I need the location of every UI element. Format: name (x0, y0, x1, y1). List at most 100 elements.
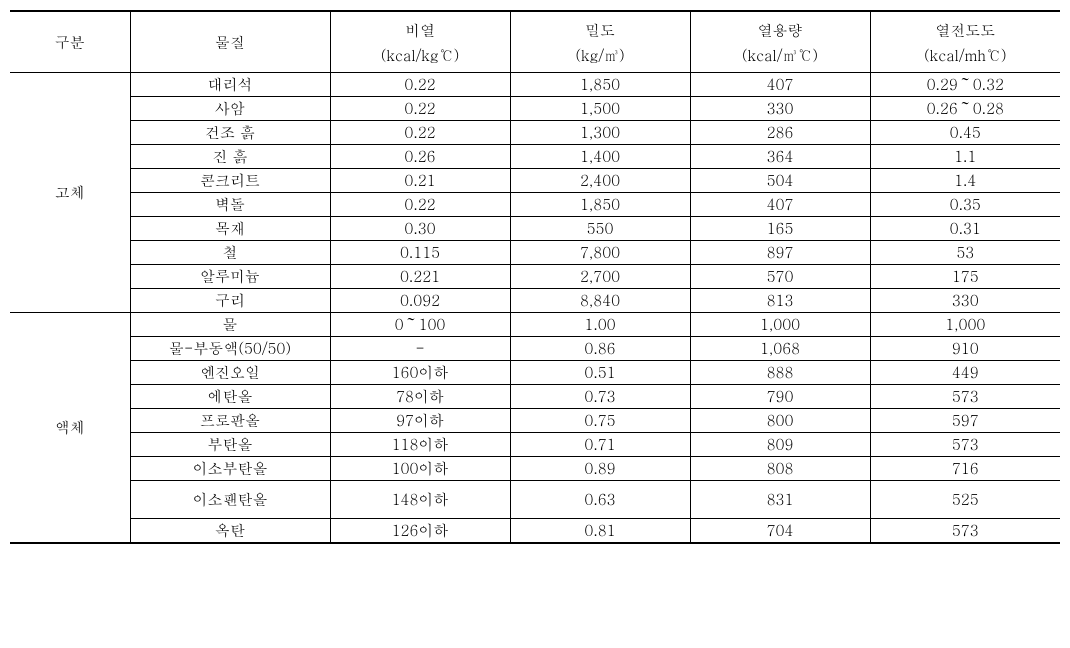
heat-capacity-cell: 897 (690, 241, 870, 265)
specific-heat-cell: - (330, 337, 510, 361)
material-cell: 엔진오일 (130, 361, 330, 385)
table-row: 건조 흙0.221,3002860.45 (10, 121, 1060, 145)
material-cell: 사암 (130, 97, 330, 121)
category-cell: 고체 (10, 73, 130, 313)
specific-heat-cell: 100이하 (330, 457, 510, 481)
material-cell: 건조 흙 (130, 121, 330, 145)
density-cell: 7,800 (510, 241, 690, 265)
header-specific-heat: 비열 (330, 11, 510, 43)
heat-capacity-cell: 888 (690, 361, 870, 385)
specific-heat-cell: 118이하 (330, 433, 510, 457)
table-row: 물-부동액(50/50)-0.861,068910 (10, 337, 1060, 361)
density-cell: 0.71 (510, 433, 690, 457)
materials-table: 구분 물질 비열 밀도 열용량 열전도도 (kcal/kg℃) (kg/㎥) (… (10, 10, 1060, 544)
density-cell: 0.51 (510, 361, 690, 385)
table-row: 철0.1157,80089753 (10, 241, 1060, 265)
thermal-conductivity-cell: 0.45 (870, 121, 1060, 145)
heat-capacity-cell: 831 (690, 481, 870, 519)
thermal-conductivity-cell: 716 (870, 457, 1060, 481)
heat-capacity-cell: 790 (690, 385, 870, 409)
density-cell: 0.86 (510, 337, 690, 361)
header-density-unit: (kg/㎥) (510, 43, 690, 73)
specific-heat-cell: 148이하 (330, 481, 510, 519)
density-cell: 1,850 (510, 73, 690, 97)
material-cell: 구리 (130, 289, 330, 313)
specific-heat-cell: 0.115 (330, 241, 510, 265)
specific-heat-cell: 0.092 (330, 289, 510, 313)
material-cell: 부탄올 (130, 433, 330, 457)
table-row: 에탄올78이하0.73790573 (10, 385, 1060, 409)
material-cell: 옥탄 (130, 519, 330, 544)
material-cell: 대리석 (130, 73, 330, 97)
header-category: 구분 (10, 11, 130, 73)
table-row: 알루미늄0.2212,700570175 (10, 265, 1060, 289)
thermal-conductivity-cell: 0.35 (870, 193, 1060, 217)
table-row: 프로판올97이하0.75800597 (10, 409, 1060, 433)
heat-capacity-cell: 286 (690, 121, 870, 145)
material-cell: 철 (130, 241, 330, 265)
thermal-conductivity-cell: 330 (870, 289, 1060, 313)
table-row: 구리0.0928,840813330 (10, 289, 1060, 313)
thermal-conductivity-cell: 53 (870, 241, 1060, 265)
material-cell: 물-부동액(50/50) (130, 337, 330, 361)
table-row: 부탄올118이하0.71809573 (10, 433, 1060, 457)
material-cell: 에탄올 (130, 385, 330, 409)
thermal-conductivity-cell: 0.29～0.32 (870, 73, 1060, 97)
header-heat-capacity: 열용량 (690, 11, 870, 43)
header-thermal-conductivity-unit: (kcal/mh℃) (870, 43, 1060, 73)
thermal-conductivity-cell: 1.1 (870, 145, 1060, 169)
heat-capacity-cell: 330 (690, 97, 870, 121)
table-row: 벽돌0.221,8504070.35 (10, 193, 1060, 217)
material-cell: 이소부탄올 (130, 457, 330, 481)
material-cell: 알루미늄 (130, 265, 330, 289)
thermal-conductivity-cell: 1,000 (870, 313, 1060, 337)
density-cell: 1.00 (510, 313, 690, 337)
header-density: 밀도 (510, 11, 690, 43)
thermal-conductivity-cell: 0.26～0.28 (870, 97, 1060, 121)
specific-heat-cell: 126이하 (330, 519, 510, 544)
density-cell: 8,840 (510, 289, 690, 313)
density-cell: 550 (510, 217, 690, 241)
specific-heat-cell: 160이하 (330, 361, 510, 385)
specific-heat-cell: 0～100 (330, 313, 510, 337)
thermal-conductivity-cell: 573 (870, 385, 1060, 409)
density-cell: 0.63 (510, 481, 690, 519)
material-cell: 콘크리트 (130, 169, 330, 193)
heat-capacity-cell: 704 (690, 519, 870, 544)
heat-capacity-cell: 165 (690, 217, 870, 241)
heat-capacity-cell: 407 (690, 193, 870, 217)
density-cell: 1,500 (510, 97, 690, 121)
thermal-conductivity-cell: 910 (870, 337, 1060, 361)
table-row: 진 흙0.261,4003641.1 (10, 145, 1060, 169)
table-body: 고체대리석0.221,8504070.29～0.32사암0.221,500330… (10, 73, 1060, 544)
density-cell: 1,850 (510, 193, 690, 217)
specific-heat-cell: 0.26 (330, 145, 510, 169)
specific-heat-cell: 0.221 (330, 265, 510, 289)
heat-capacity-cell: 1,000 (690, 313, 870, 337)
heat-capacity-cell: 800 (690, 409, 870, 433)
material-cell: 벽돌 (130, 193, 330, 217)
heat-capacity-cell: 1,068 (690, 337, 870, 361)
density-cell: 0.73 (510, 385, 690, 409)
thermal-conductivity-cell: 597 (870, 409, 1060, 433)
thermal-conductivity-cell: 573 (870, 433, 1060, 457)
specific-heat-cell: 0.30 (330, 217, 510, 241)
thermal-conductivity-cell: 0.31 (870, 217, 1060, 241)
thermal-conductivity-cell: 573 (870, 519, 1060, 544)
table-row: 콘크리트0.212,4005041.4 (10, 169, 1060, 193)
table-row: 사암0.221,5003300.26～0.28 (10, 97, 1060, 121)
specific-heat-cell: 78이하 (330, 385, 510, 409)
table-row: 이소부탄올100이하0.89808716 (10, 457, 1060, 481)
material-cell: 이소팬탄올 (130, 481, 330, 519)
density-cell: 1,400 (510, 145, 690, 169)
specific-heat-cell: 0.21 (330, 169, 510, 193)
thermal-conductivity-cell: 175 (870, 265, 1060, 289)
table-row: 액체물0～1001.001,0001,000 (10, 313, 1060, 337)
heat-capacity-cell: 809 (690, 433, 870, 457)
specific-heat-cell: 0.22 (330, 73, 510, 97)
material-cell: 프로판올 (130, 409, 330, 433)
thermal-conductivity-cell: 449 (870, 361, 1060, 385)
table-row: 이소팬탄올148이하0.63831525 (10, 481, 1060, 519)
specific-heat-cell: 0.22 (330, 121, 510, 145)
material-cell: 진 흙 (130, 145, 330, 169)
